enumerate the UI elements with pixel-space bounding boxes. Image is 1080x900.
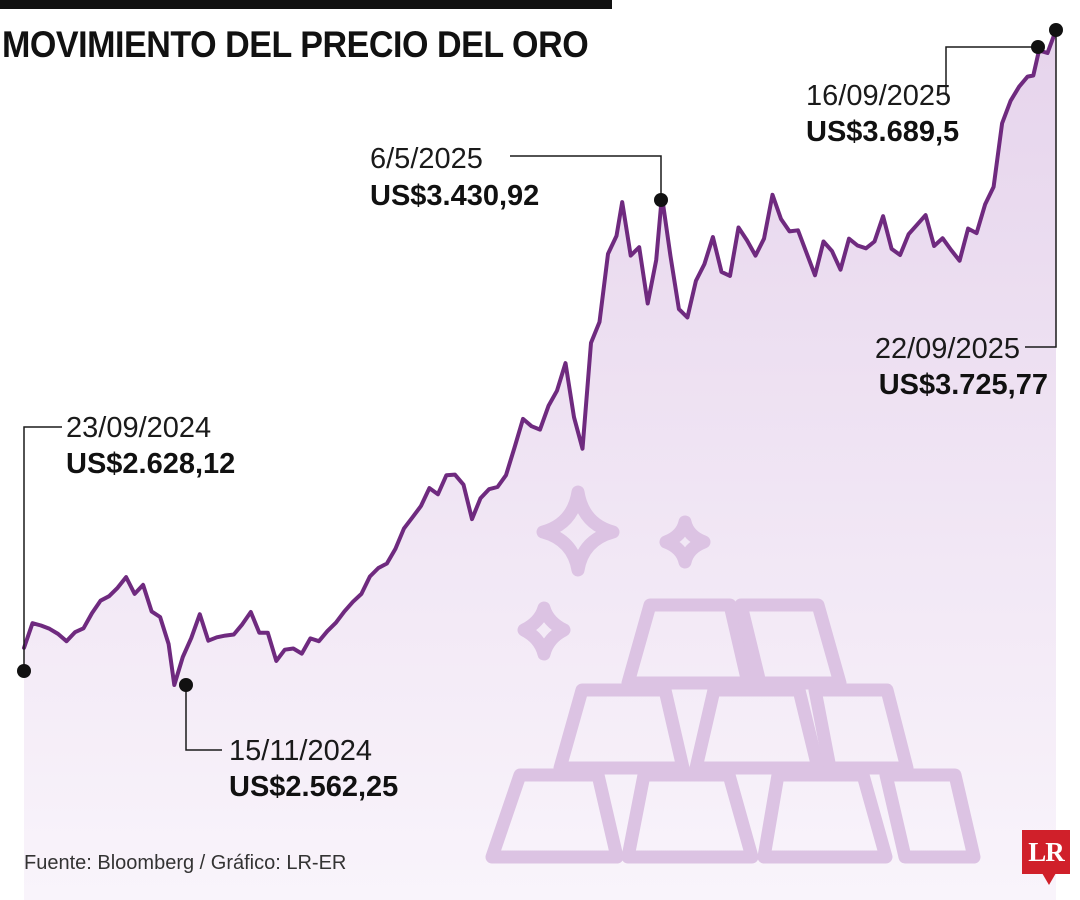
annotation-sep-16: 16/09/2025 US$3.689,5 — [806, 40, 1045, 148]
gold-bar-icon — [808, 683, 914, 775]
leader-line — [510, 155, 662, 200]
sparkle-small-icon — [659, 515, 711, 569]
annotation-may-peak: 6/5/2025 US$3.430,92 — [370, 143, 668, 212]
lr-logo: LR — [1022, 830, 1070, 874]
annotation-value: US$3.430,92 — [370, 180, 539, 212]
gold-bar-icon — [734, 598, 847, 690]
annotation-value: US$3.689,5 — [806, 116, 959, 148]
gold-bar-icon — [689, 683, 825, 775]
annotation-date: 22/09/2025 — [875, 333, 1020, 365]
annotation-date: 23/09/2024 — [66, 412, 211, 444]
gold-bar-icon — [485, 768, 624, 864]
annotation-end: 22/09/2025 US$3.725,77 — [875, 23, 1063, 401]
source-note: Fuente: Bloomberg / Gráfico: LR-ER — [24, 852, 347, 874]
annotation-value: US$2.628,12 — [66, 448, 235, 480]
data-point-marker — [179, 678, 193, 692]
top-rule — [0, 0, 612, 9]
chart-title: MOVIMIENTO DEL PRECIO DEL ORO — [2, 24, 589, 65]
gold-bar-icon — [757, 768, 893, 864]
annotation-date: 15/11/2024 — [229, 735, 372, 767]
data-point-marker — [17, 664, 31, 678]
gold-bar-icon — [621, 768, 759, 864]
price-line — [22, 28, 1058, 687]
sparkle-medium-icon — [517, 601, 571, 661]
data-point-marker — [654, 193, 668, 207]
lr-logo-tail — [1042, 873, 1056, 885]
annotation-value: US$2.562,25 — [229, 771, 398, 803]
annotation-low: 15/11/2024 US$2.562,25 — [179, 678, 398, 803]
leader-line — [185, 685, 222, 751]
gold-bars-illustration — [485, 485, 981, 864]
sparkle-large-icon — [536, 485, 620, 577]
data-point-marker — [1031, 40, 1045, 54]
data-point-marker — [1049, 23, 1063, 37]
annotation-date: 6/5/2025 — [370, 143, 483, 175]
annotation-value: US$3.725,77 — [879, 369, 1048, 401]
annotation-start: 23/09/2024 US$2.628,12 — [17, 412, 235, 678]
gold-bar-icon — [621, 598, 755, 690]
leader-line — [23, 426, 62, 671]
gold-bar-icon — [553, 683, 690, 775]
leader-line — [1025, 30, 1057, 348]
annotation-date: 16/09/2025 — [806, 80, 951, 112]
leader-line — [945, 46, 1038, 94]
gold-bar-icon — [879, 768, 981, 864]
